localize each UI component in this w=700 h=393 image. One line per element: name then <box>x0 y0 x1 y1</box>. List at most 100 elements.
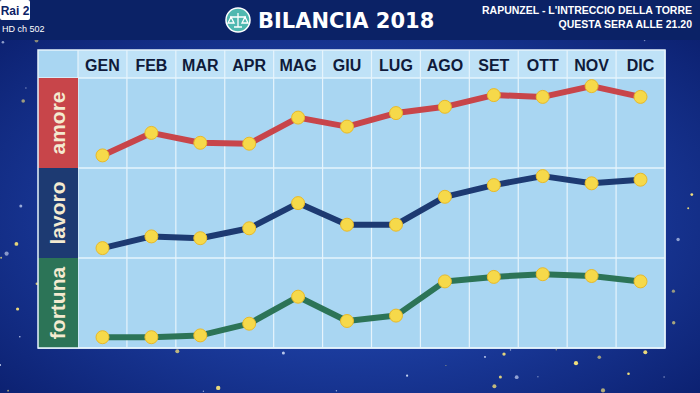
grid-line <box>224 50 225 348</box>
star <box>15 242 19 246</box>
data-point <box>438 190 451 203</box>
star <box>0 364 1 366</box>
star <box>598 355 602 359</box>
background <box>0 0 700 393</box>
star <box>510 349 511 350</box>
star <box>672 290 675 293</box>
star <box>502 352 505 355</box>
grid-line <box>567 50 568 348</box>
star <box>574 361 578 365</box>
data-point <box>634 90 647 103</box>
x-tick-label: APR <box>232 57 266 74</box>
data-point <box>243 317 256 330</box>
data-point <box>292 197 305 210</box>
data-point <box>585 177 598 190</box>
star <box>627 372 630 375</box>
series-line <box>103 86 641 155</box>
grid-line <box>175 50 176 348</box>
series-group <box>96 268 647 344</box>
star <box>672 321 675 324</box>
grid-line <box>322 50 323 348</box>
star <box>175 349 179 353</box>
data-point <box>438 100 451 113</box>
star <box>406 375 408 377</box>
data-point <box>96 149 109 162</box>
series-label-background <box>38 168 78 258</box>
star <box>663 376 664 377</box>
star <box>484 356 486 358</box>
star <box>515 375 519 379</box>
panel-border <box>38 77 665 79</box>
x-tick-label: FEB <box>135 57 167 74</box>
series-line <box>103 176 641 248</box>
data-point <box>145 331 158 344</box>
chart-frame <box>38 50 665 348</box>
series-group <box>96 170 647 255</box>
data-point <box>536 268 549 281</box>
x-tick-label: GIU <box>333 57 361 74</box>
promo-text: RAPUNZEL - L'INTRECCIO DELLA TORRE <box>482 4 692 16</box>
x-tick-label: LUG <box>379 57 413 74</box>
data-point <box>194 329 207 342</box>
data-point <box>341 218 354 231</box>
star <box>492 384 496 388</box>
channel-note: HD ch 502 <box>2 24 45 34</box>
star <box>2 41 5 44</box>
data-point <box>145 126 158 139</box>
star <box>0 257 2 259</box>
page: Rai 2HD ch 502BILANCIA 2018RAPUNZEL - L'… <box>0 0 700 393</box>
data-point <box>390 107 403 120</box>
star <box>16 307 19 310</box>
star <box>687 207 689 209</box>
data-point <box>487 89 500 102</box>
channel-logo-box <box>0 0 30 20</box>
series-line <box>103 274 641 337</box>
data-point <box>390 309 403 322</box>
star <box>499 376 502 379</box>
plot-background <box>78 50 665 348</box>
data-point <box>634 173 647 186</box>
star <box>216 386 220 390</box>
corner-cell <box>38 50 78 78</box>
data-point <box>390 218 403 231</box>
star <box>5 252 9 256</box>
grid <box>38 50 665 348</box>
data-point <box>96 331 109 344</box>
x-tick-label: MAG <box>279 57 316 74</box>
star <box>601 388 605 392</box>
data-point <box>145 230 158 243</box>
data-point <box>292 111 305 124</box>
star <box>690 193 693 196</box>
star <box>445 365 446 366</box>
data-point <box>585 80 598 93</box>
star <box>643 350 647 354</box>
star <box>336 390 337 391</box>
data-point <box>487 179 500 192</box>
star <box>282 352 285 355</box>
series-group <box>96 80 647 162</box>
libra-icon-symbol <box>228 13 248 27</box>
x-tick-label: MAR <box>182 57 219 74</box>
grid-line <box>371 50 372 348</box>
star <box>21 99 25 103</box>
data-point <box>438 275 451 288</box>
data-point <box>194 136 207 149</box>
grid-line <box>126 50 127 348</box>
star <box>25 87 26 88</box>
grid-line <box>615 50 616 348</box>
data-point <box>292 290 305 303</box>
data-point <box>194 232 207 245</box>
grid-line <box>273 50 274 348</box>
star <box>556 349 558 351</box>
data-point <box>243 137 256 150</box>
promo-text: QUESTA SERA ALLE 21.20 <box>559 18 693 30</box>
panel-border <box>38 167 665 169</box>
x-tick-label: SET <box>478 57 509 74</box>
header-band <box>0 0 700 40</box>
star <box>19 336 21 338</box>
data-point <box>341 315 354 328</box>
chart-svg: Rai 2HD ch 502BILANCIA 2018RAPUNZEL - L'… <box>0 0 700 393</box>
star <box>7 390 9 392</box>
series-label: fortuna <box>46 267 69 340</box>
data-point <box>341 120 354 133</box>
